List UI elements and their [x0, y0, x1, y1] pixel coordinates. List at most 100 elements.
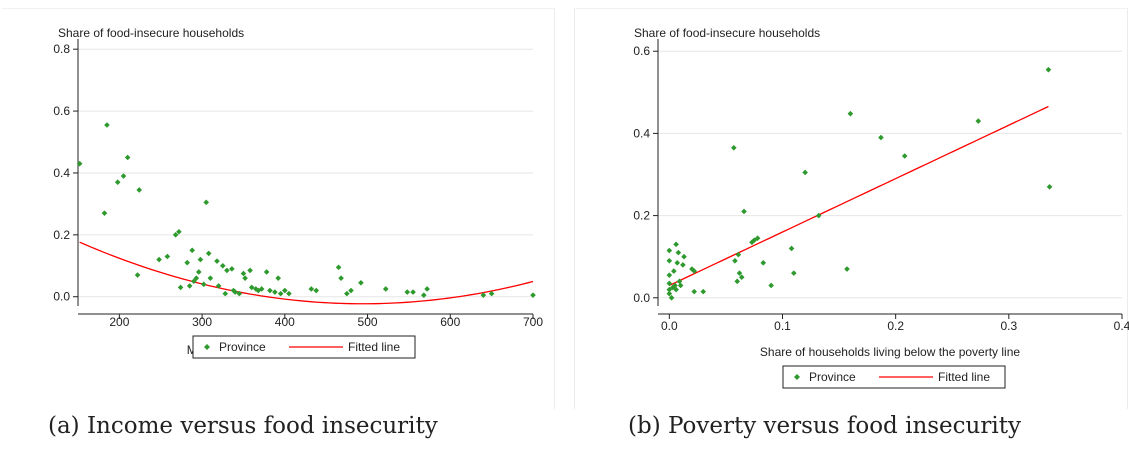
- chart-a-legend-marker-province: [204, 344, 210, 350]
- chart-b-province-point: [677, 282, 684, 289]
- chart-b-province-point: [735, 251, 742, 258]
- chart-a-province-point: [136, 187, 143, 193]
- chart-a-title: Share of food-insecure households: [58, 26, 244, 40]
- chart-b-province-point: [680, 262, 686, 268]
- chart-a-province-point: [230, 287, 237, 294]
- chart-a-province-point: [313, 287, 320, 294]
- chart-a-province-point: [348, 287, 354, 294]
- caption-panel-a: (a) Income versus food insecurity: [48, 413, 438, 439]
- chart-b-province-point: [675, 249, 682, 256]
- chart-a-province-point: [255, 287, 262, 294]
- chart-b-ytick-label: 0.2: [633, 209, 650, 223]
- chart-a-province-point: [176, 228, 182, 235]
- chart-a-province-point: [272, 289, 278, 295]
- chart-a-xtick-label: 200: [109, 315, 129, 329]
- chart-a-province-point: [104, 122, 110, 128]
- chart-a-province-point: [189, 247, 195, 254]
- chart-b-province-point: [802, 169, 808, 176]
- chart-a-province-point: [197, 256, 204, 263]
- chart-a-province-point: [114, 179, 121, 186]
- chart-a-province-point: [247, 267, 253, 274]
- chart-b-province-point: [901, 153, 908, 159]
- chart-a-xtick-label: 600: [440, 315, 460, 329]
- chart-b-legend-label-fitted: Fitted line: [938, 370, 990, 384]
- chart-a-province-point: [186, 283, 193, 289]
- chart-a-ytick-label: 0.6: [53, 104, 70, 118]
- chart-a-province-point: [338, 275, 344, 281]
- chart-b-province-point: [691, 288, 698, 295]
- chart-a-province-point: [101, 210, 108, 216]
- chart-a-province-point: [207, 275, 214, 281]
- chart-a-province-point: [258, 286, 265, 292]
- chart-b-province-point: [975, 118, 982, 124]
- chart-a-province-point: [164, 253, 171, 260]
- chart-a-fitted-line: [79, 241, 534, 305]
- chart-b-province-point: [768, 282, 774, 289]
- chart-b-province-point: [666, 257, 673, 264]
- chart-b-province-point: [847, 110, 854, 117]
- chart-b-legend-marker-province: [794, 374, 800, 380]
- chart-a-province-point: [253, 286, 259, 292]
- chart-a-ytick-label: 0.8: [53, 42, 70, 56]
- chart-a-province-point: [424, 286, 430, 292]
- chart-a-ytick-label: 0.2: [53, 228, 70, 242]
- chart-b-province-point: [738, 274, 745, 281]
- chart-a-province-point: [263, 269, 270, 275]
- caption-panel-b: (b) Poverty versus food insecurity: [628, 413, 1021, 439]
- chart-a-province-point: [282, 287, 288, 294]
- chart-panel-b-frame: [574, 8, 1128, 409]
- chart-a-province-point: [530, 292, 536, 298]
- chart-a-province-point: [335, 264, 342, 271]
- chart-a-province-point: [200, 281, 207, 288]
- chart-b-province-point: [760, 260, 767, 266]
- chart-a-province-point: [480, 292, 487, 298]
- chart-a-province-point: [404, 289, 411, 295]
- chart-b-province-point: [666, 290, 673, 297]
- chart-b-ytick-label: 0.6: [633, 44, 650, 58]
- chart-a-province-point: [358, 279, 364, 286]
- chart-b-province-point: [671, 268, 677, 274]
- chart-b-province-point: [691, 268, 698, 274]
- chart-a-province-point: [191, 278, 197, 285]
- chart-b-province-point: [676, 278, 683, 285]
- chart-b-province-point: [731, 144, 737, 151]
- chart-a-province-point: [344, 290, 350, 297]
- chart-b-xtick-label: 0.0: [661, 319, 678, 333]
- chart-a-ytick-label: 0.4: [53, 166, 70, 180]
- chart-a-province-point: [236, 290, 243, 297]
- chart-a-province-point: [382, 286, 389, 292]
- chart-b-province-point: [666, 247, 673, 254]
- chart-a-province-point: [177, 284, 184, 291]
- chart-a-province-point: [267, 287, 273, 294]
- chart-b-province-point: [666, 280, 673, 287]
- chart-a-province-point: [134, 272, 141, 278]
- chart-a-province-point: [232, 289, 238, 295]
- chart-b-province-point: [815, 212, 822, 219]
- chart-a-province-point: [215, 283, 222, 289]
- chart-a-province-point: [488, 290, 495, 297]
- chart-a-province-point: [172, 232, 179, 238]
- chart-b-province-point: [754, 235, 761, 241]
- chart-b-province-point: [673, 241, 679, 248]
- chart-a-province-point: [410, 289, 416, 295]
- chart-b-xtick-label: 0.3: [1000, 319, 1017, 333]
- chart-b-title: Share of food-insecure households: [634, 26, 820, 40]
- chart-b-ytick-label: 0.0: [633, 291, 650, 305]
- chart-b-province-point: [844, 266, 850, 272]
- chart-a-province-point: [275, 275, 281, 281]
- chart-a-province-point: [248, 284, 255, 291]
- chart-a-province-point: [222, 290, 229, 297]
- chart-a-legend-label-province: Province: [219, 340, 266, 354]
- chart-b-ytick-label: 0.4: [633, 126, 650, 140]
- chart-b-poverty-vs-food-insecurity: Share of food-insecure households 0.0 0.2 0…: [633, 26, 1129, 389]
- chart-a-province-point: [184, 259, 190, 266]
- chart-a-xtick-label: 300: [192, 315, 212, 329]
- chart-a-legend-label-fitted: Fitted line: [348, 340, 400, 354]
- chart-a-province-point: [205, 250, 212, 257]
- chart-a-xtick-label: 500: [358, 315, 378, 329]
- chart-b-province-point: [878, 134, 884, 141]
- chart-a-province-point: [242, 275, 248, 281]
- chart-b-xtick-label: 0.1: [774, 319, 791, 333]
- chart-b-province-point: [732, 257, 738, 264]
- chart-b-fitted-line: [669, 105, 1049, 287]
